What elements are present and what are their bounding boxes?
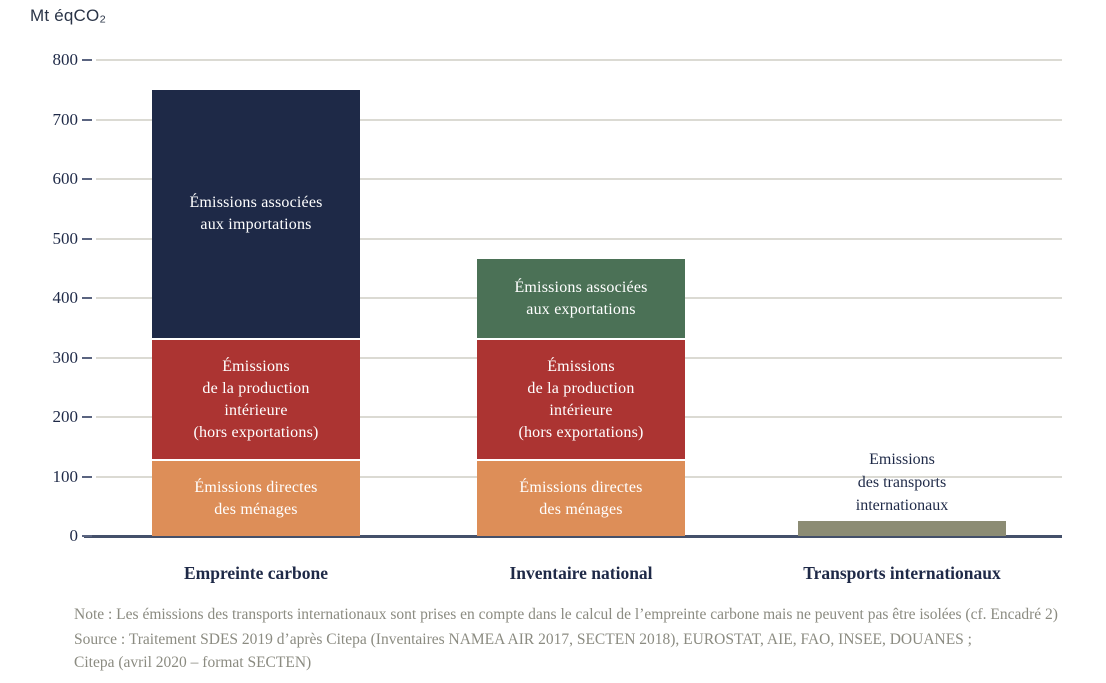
- bar-segment: Émissions associées aux exportations: [477, 259, 685, 341]
- y-tick-mark-800: [82, 59, 92, 61]
- bar-segment: Émissions directes des ménages: [477, 461, 685, 536]
- bar-segment: Émissions de la production intérieure (hors…: [477, 340, 685, 462]
- y-tick-label-0: 0: [69, 526, 79, 545]
- y-tick-mark-300: [82, 356, 92, 359]
- segment-label: Émissions associées aux exportations: [514, 278, 648, 318]
- y-tick-mark-500: [82, 237, 92, 240]
- chart-source-line-2: Citepa (avril 2020 – format SECTEN): [74, 654, 312, 671]
- gridline-800: [96, 59, 1062, 61]
- y-tick-mark-0: [82, 535, 92, 537]
- y-tick-label-500: 500: [52, 228, 79, 248]
- bar-segment: Émissions de la production intérieure (hors…: [152, 340, 360, 462]
- y-tick-mark-700: [82, 118, 92, 121]
- category-label: Empreinte carbone: [183, 563, 329, 583]
- chart-note: Note : Les émissions des transports inte…: [74, 606, 1058, 623]
- category-label: Transports internationaux: [803, 563, 1001, 583]
- y-tick-mark-200: [82, 416, 92, 418]
- segment-label: Émissions de la production intérieure (hors…: [193, 357, 319, 441]
- segment-label: Émissions associées aux importations: [189, 194, 323, 234]
- y-tick-label-300: 300: [52, 347, 79, 367]
- y-axis-unit-label: Mt éqCO₂: [30, 6, 107, 25]
- category-label: Inventaire national: [509, 563, 653, 583]
- y-tick-label-200: 200: [52, 407, 79, 426]
- gridline-700: [96, 118, 1062, 121]
- chart-source-line-1: Source : Traitement SDES 2019 d’après Ci…: [74, 631, 972, 648]
- bar-segment: Émissions directes des ménages: [152, 461, 360, 536]
- bar-segment: [798, 521, 1006, 536]
- segment-label: Émissions directes des ménages: [519, 478, 643, 518]
- y-tick-label-100: 100: [52, 466, 79, 486]
- y-tick-mark-600: [82, 178, 92, 180]
- bar-segment: Émissions associées aux importations: [152, 90, 360, 341]
- y-tick-mark-100: [82, 475, 92, 478]
- y-tick-label-700: 700: [52, 109, 79, 129]
- outside-bar-label: Emissions des transports internationaux: [855, 451, 949, 515]
- gridline-500: [96, 237, 1062, 240]
- y-tick-mark-400: [82, 297, 92, 299]
- gridline-600: [96, 178, 1062, 180]
- y-tick-label-800: 800: [52, 50, 79, 69]
- segment-label: Émissions directes des ménages: [194, 478, 318, 518]
- segment-label: Émissions de la production intérieure (hors…: [518, 357, 644, 441]
- y-tick-label-600: 600: [52, 169, 79, 188]
- x-axis-line: [84, 535, 1062, 538]
- y-tick-label-400: 400: [52, 288, 79, 307]
